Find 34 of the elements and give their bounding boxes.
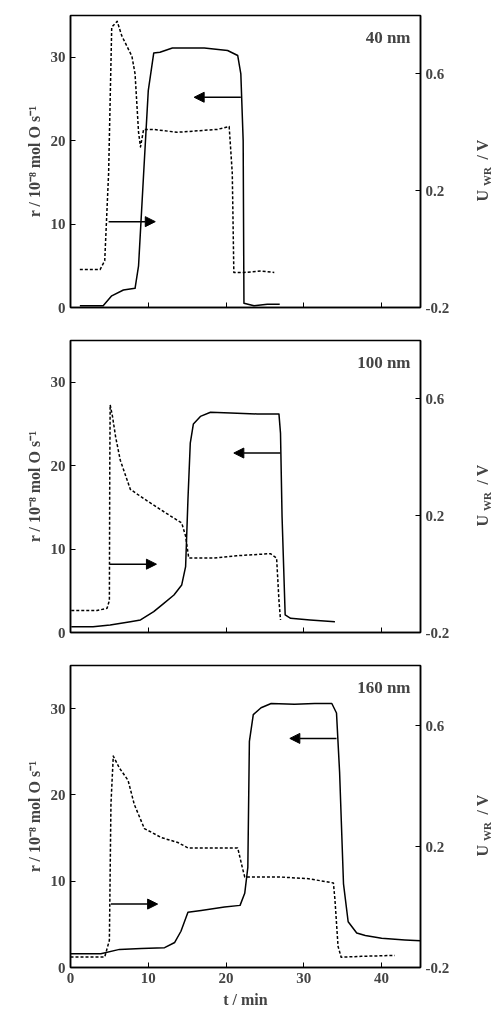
y-tick-label: 10 — [50, 541, 66, 558]
x-tick-label: 20 — [218, 969, 234, 986]
y-tick-label: 20 — [50, 132, 66, 149]
y-tick-label: 30 — [50, 700, 66, 717]
y2-tick-label: 0.6 — [425, 717, 445, 734]
y2-axis-title: UWR / V — [474, 794, 493, 857]
y-tick-label: 30 — [50, 49, 66, 66]
y2-tick-label: -0.2 — [425, 624, 450, 641]
y-tick-label: 0 — [58, 299, 66, 316]
annotation: 40 nm — [365, 27, 411, 47]
y2-tick-label: 0.6 — [425, 65, 445, 82]
y2-tick-label: 0.2 — [425, 507, 445, 524]
y2-tick-label: -0.2 — [425, 959, 450, 976]
y2-tick-label: 0.6 — [425, 390, 445, 407]
x-axis-title: t / min — [223, 990, 268, 1008]
y-tick-label: 20 — [50, 786, 66, 803]
y-tick-label: 30 — [50, 374, 66, 391]
y-tick-label: 0 — [58, 624, 66, 641]
annotation: 100 nm — [357, 352, 411, 372]
y2-axis-title: UWR / V — [474, 139, 493, 202]
y2-tick-label: -0.2 — [425, 299, 450, 316]
y-tick-label: 10 — [50, 873, 66, 890]
x-tick-label: 40 — [374, 969, 390, 986]
y-tick-label: 10 — [50, 216, 66, 233]
x-tick-label: 30 — [296, 969, 312, 986]
y-axis-title: r / 10⁻⁸ mol O s⁻¹ — [25, 430, 43, 543]
y-axis-title: r / 10⁻⁸ mol O s⁻¹ — [25, 760, 43, 873]
y2-tick-label: 0.2 — [425, 182, 445, 199]
y-tick-label: 20 — [50, 457, 66, 474]
y-axis-title: r / 10⁻⁸ mol O s⁻¹ — [25, 105, 43, 218]
x-tick-label: 10 — [140, 969, 156, 986]
annotation: 160 nm — [357, 677, 411, 697]
y2-tick-label: 0.2 — [425, 838, 445, 855]
y2-axis-title: UWR / V — [474, 464, 493, 527]
